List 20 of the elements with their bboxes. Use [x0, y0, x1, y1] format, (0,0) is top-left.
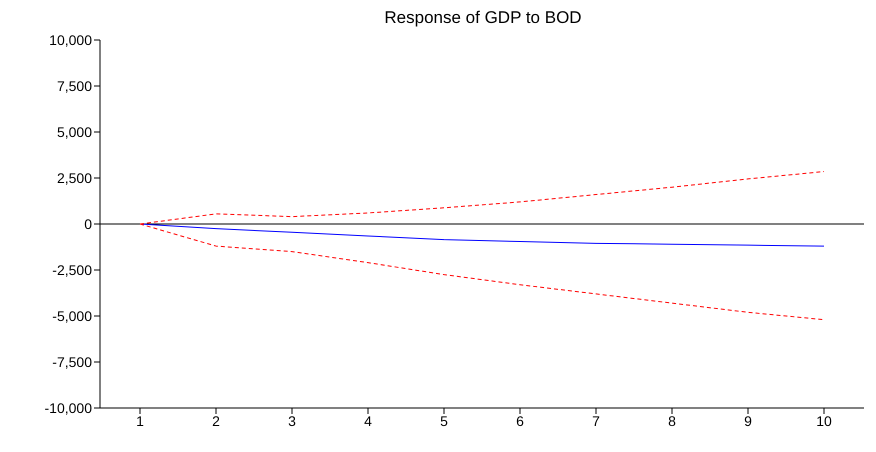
y-tick-label: 2,500	[56, 170, 92, 186]
y-tick-label: -10,000	[44, 400, 92, 416]
chart-title: Response of GDP to BOD	[383, 8, 583, 28]
y-tick-label: 0	[84, 216, 92, 232]
x-tick-label: 5	[440, 412, 448, 429]
x-tick-label: 6	[516, 412, 524, 429]
y-tick-label: 5,000	[56, 124, 92, 140]
x-tick-label: 2	[212, 412, 220, 429]
y-tick-label: -5,000	[52, 308, 92, 324]
x-tick-label: 3	[288, 412, 296, 429]
x-tick-label: 1	[136, 412, 144, 429]
x-tick-label: 9	[744, 412, 752, 429]
y-tick-label: 10,000	[49, 32, 92, 48]
x-tick-label: 8	[668, 412, 676, 429]
x-tick-label: 7	[592, 412, 600, 429]
x-tick-label: 10	[816, 412, 832, 429]
y-tick-label: -7,500	[52, 354, 92, 370]
x-tick-label: 4	[364, 412, 372, 429]
y-tick-label: 7,500	[56, 78, 92, 94]
y-tick-label: -2,500	[52, 262, 92, 278]
